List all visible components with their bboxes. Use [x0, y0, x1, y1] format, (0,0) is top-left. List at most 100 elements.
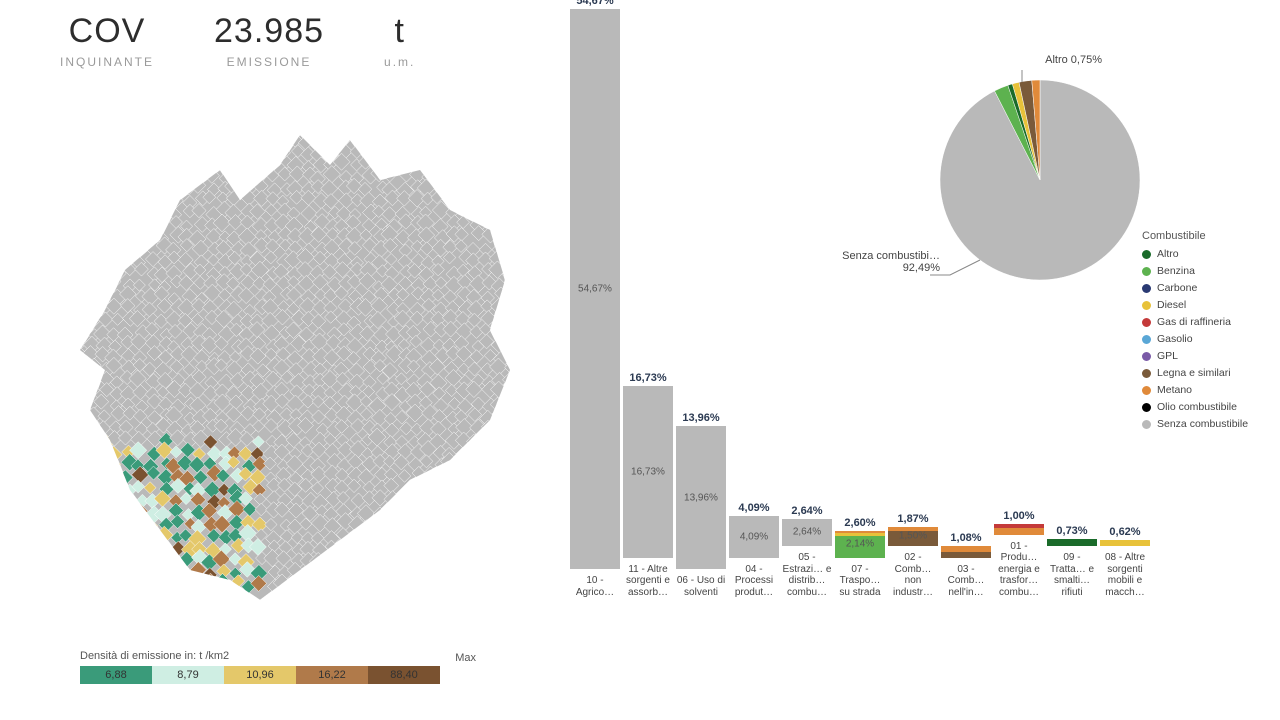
bar-column[interactable]: 54,67% 54,67% 10 - Agrico… — [570, 0, 620, 598]
bar-column[interactable]: 1,00% 01 - Produ… energia e trasfor… comb… — [994, 510, 1044, 598]
legend-swatch — [1142, 386, 1151, 395]
pie-label-other: Altro 0,75% — [1045, 54, 1102, 66]
metric-emission-value: 23.985 — [214, 12, 324, 51]
metric-unit: t u.m. — [384, 12, 415, 69]
legend-item[interactable]: Benzina — [1142, 265, 1262, 277]
bar-x-label: 11 - Altre sorgenti e assorb… — [623, 564, 673, 599]
header-metrics: COV INQUINANTE 23.985 EMISSIONE t u.m. — [60, 12, 415, 69]
metric-pollutant: COV INQUINANTE — [60, 12, 154, 69]
bar-column[interactable]: 0,73% 09 - Tratta… e smalti… rifiuti — [1047, 525, 1097, 598]
bar-segment — [994, 528, 1044, 534]
legend-item[interactable]: Senza combustibile — [1142, 418, 1262, 430]
metric-emission: 23.985 EMISSIONE — [214, 12, 324, 69]
bar-segment — [1100, 540, 1150, 546]
legend-swatch — [1142, 403, 1151, 412]
bar-top-label: 1,00% — [1003, 510, 1034, 522]
bar-x-label: 07 - Traspo… su strada — [835, 564, 885, 599]
bar-x-label: 06 - Uso di solventi — [676, 575, 726, 598]
bar-inner-label: 2,64% — [782, 527, 832, 538]
legend-item[interactable]: Metano — [1142, 384, 1262, 396]
bar-top-label: 0,62% — [1109, 526, 1140, 538]
bar-column[interactable]: 13,96% 13,96% 06 - Uso di solventi — [676, 412, 726, 598]
legend-swatch — [1142, 420, 1151, 429]
bar-column[interactable]: 4,09% 4,09% 04 - Processi produt… — [729, 502, 779, 598]
bar-column[interactable]: 2,64% 2,64% 05 - Estrazi… e distrib… combu… — [782, 505, 832, 598]
bar-segment — [941, 552, 991, 558]
legend-swatch — [1142, 318, 1151, 327]
bar-x-label: 02 - Comb… non industr… — [888, 552, 938, 598]
legend-swatch — [1142, 369, 1151, 378]
legend-label: GPL — [1157, 350, 1178, 362]
legend-item[interactable]: Olio combustibile — [1142, 401, 1262, 413]
legend-swatch — [1142, 250, 1151, 259]
legend-label: Benzina — [1157, 265, 1195, 277]
bar-top-label: 2,64% — [791, 505, 822, 517]
bar-inner-label: 54,67% — [570, 284, 620, 295]
legend-label: Gasolio — [1157, 333, 1193, 345]
metric-pollutant-value: COV — [60, 12, 154, 51]
bar-x-label: 01 - Produ… energia e trasfor… combu… — [994, 541, 1044, 599]
legend-swatch — [1142, 352, 1151, 361]
bar-inner-label: 1,50% — [888, 531, 938, 542]
bar-inner-label: 16,73% — [623, 466, 673, 477]
legend-item[interactable]: Legna e similari — [1142, 367, 1262, 379]
legend-item[interactable]: Gas di raffineria — [1142, 316, 1262, 328]
bar-x-label: 05 - Estrazi… e distrib… combu… — [782, 552, 832, 598]
bar-top-label: 16,73% — [629, 372, 666, 384]
bar-column[interactable]: 16,73% 16,73% 11 - Altre sorgenti e assorb… — [623, 372, 673, 598]
bar-x-label: 10 - Agrico… — [570, 575, 620, 598]
bar-segment — [1047, 539, 1097, 546]
legend-label: Metano — [1157, 384, 1192, 396]
bar-column[interactable]: 1,08% 03 - Comb… nell'in… — [941, 532, 991, 598]
map-legend-title: Densità di emissione in: t /km2 — [80, 650, 440, 662]
legend-label: Altro — [1157, 248, 1179, 260]
metric-unit-label: u.m. — [384, 55, 415, 69]
bar-inner-label: 2,14% — [835, 539, 885, 550]
legend-label: Diesel — [1157, 299, 1186, 311]
map-legend-stop: 10,96 — [224, 666, 296, 684]
bar-inner-label: 13,96% — [676, 492, 726, 503]
metric-pollutant-label: INQUINANTE — [60, 55, 154, 69]
bar-top-label: 54,67% — [576, 0, 613, 7]
bar-inner-label: 4,09% — [729, 531, 779, 542]
map-legend: Densità di emissione in: t /km2 Max 6,88… — [80, 650, 440, 684]
bar-x-label: 04 - Processi produt… — [729, 564, 779, 599]
legend-item[interactable]: Gasolio — [1142, 333, 1262, 345]
legend-label: Olio combustibile — [1157, 401, 1237, 413]
bar-top-label: 1,08% — [950, 532, 981, 544]
map-legend-max: Max — [455, 652, 476, 664]
pie-label-main: Senza combustibi… 92,49% — [830, 250, 940, 274]
bar-x-label: 09 - Tratta… e smalti… rifiuti — [1047, 552, 1097, 598]
legend-swatch — [1142, 335, 1151, 344]
bar-top-label: 0,73% — [1056, 525, 1087, 537]
bar-x-label: 03 - Comb… nell'in… — [941, 564, 991, 599]
bar-x-label: 08 - Altre sorgenti mobili e macch… — [1100, 552, 1150, 598]
legend-label: Gas di raffineria — [1157, 316, 1231, 328]
metric-unit-value: t — [384, 12, 415, 51]
bar-column[interactable]: 2,60% 2,14% 07 - Traspo… su strada — [835, 517, 885, 598]
fuel-legend: Combustibile Altro Benzina Carbone Diesel Ga… — [1142, 230, 1262, 435]
legend-label: Legna e similari — [1157, 367, 1231, 379]
metric-emission-label: EMISSIONE — [214, 55, 324, 69]
bar-top-label: 1,87% — [897, 513, 928, 525]
choropleth-map[interactable] — [50, 110, 530, 610]
legend-item[interactable]: Diesel — [1142, 299, 1262, 311]
pie-chart[interactable]: Altro 0,75% Senza combustibi… 92,49% — [930, 70, 1150, 290]
bar-top-label: 4,09% — [738, 502, 769, 514]
map-legend-stop: 6,88 — [80, 666, 152, 684]
legend-item[interactable]: Carbone — [1142, 282, 1262, 294]
legend-item[interactable]: Altro — [1142, 248, 1262, 260]
bar-column[interactable]: 0,62% 08 - Altre sorgenti mobili e macch… — [1100, 526, 1150, 598]
legend-swatch — [1142, 267, 1151, 276]
fuel-legend-title: Combustibile — [1142, 230, 1262, 242]
bar-column[interactable]: 1,87% 1,50% 02 - Comb… non industr… — [888, 513, 938, 598]
map-legend-stop: 8,79 — [152, 666, 224, 684]
map-legend-stop: 88,40 — [368, 666, 440, 684]
legend-swatch — [1142, 301, 1151, 310]
bar-top-label: 13,96% — [682, 412, 719, 424]
legend-label: Carbone — [1157, 282, 1197, 294]
bar-top-label: 2,60% — [844, 517, 875, 529]
map-legend-stop: 16,22 — [296, 666, 368, 684]
legend-item[interactable]: GPL — [1142, 350, 1262, 362]
legend-swatch — [1142, 284, 1151, 293]
